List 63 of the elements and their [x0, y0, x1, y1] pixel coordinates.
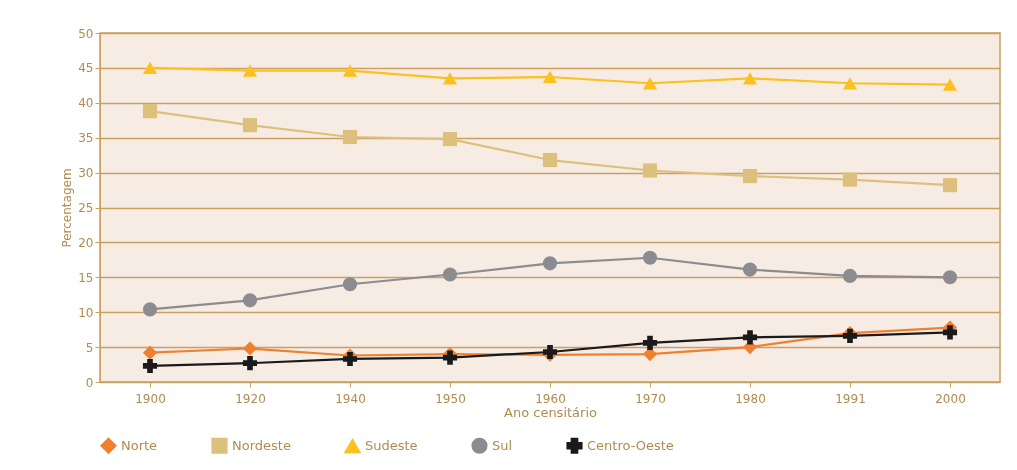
point [142, 358, 158, 374]
point [642, 335, 658, 350]
point [842, 172, 858, 187]
point [742, 262, 758, 277]
x-tick-label: 1960 [535, 391, 566, 406]
point [442, 132, 458, 147]
point [242, 341, 258, 356]
x-tick-label: 1991 [835, 391, 866, 406]
point [642, 163, 658, 178]
point [642, 250, 658, 265]
point [942, 270, 958, 285]
x-tick-label: 1980 [735, 391, 766, 406]
point [342, 277, 358, 292]
point [242, 118, 258, 133]
legend-label: Norte [121, 437, 158, 453]
point [842, 268, 858, 283]
point [542, 152, 558, 168]
y-tick-label: 35 [78, 131, 94, 146]
y-tick-label: 0 [85, 375, 94, 390]
y-tick-label: 25 [78, 201, 94, 215]
x-tick-label: 1900 [135, 391, 166, 406]
y-tick-label: 20 [78, 235, 94, 250]
point [542, 256, 558, 271]
legend-label: Centro-Oeste [587, 437, 674, 453]
y-tick-label: 15 [78, 270, 94, 285]
y-tick-label: 45 [78, 61, 94, 76]
x-tick-label: 1950 [435, 391, 466, 406]
y-tick-label: 5 [85, 340, 94, 355]
point [342, 351, 358, 367]
x-tick-label: 1970 [635, 391, 666, 406]
point [842, 77, 858, 90]
y-tick-label: 50 [78, 26, 94, 41]
point [342, 129, 358, 145]
point [242, 356, 258, 371]
point [142, 302, 158, 317]
point [742, 72, 758, 85]
point [242, 293, 258, 308]
y-tick-label: 30 [78, 166, 94, 181]
point [342, 64, 358, 77]
point [742, 169, 758, 184]
point [742, 330, 758, 345]
point [442, 72, 458, 85]
point [942, 78, 958, 91]
point [942, 178, 958, 193]
point [542, 70, 558, 84]
point [642, 77, 658, 90]
x-tick-label: 1940 [335, 391, 366, 406]
point [942, 325, 958, 340]
x-tick-label: 1920 [235, 391, 266, 406]
legend-label: Nordeste [232, 437, 291, 453]
y-tick-label: 40 [78, 96, 94, 111]
point [642, 347, 658, 362]
point [442, 267, 458, 282]
point [142, 104, 158, 119]
y-axis-title: Percentagem [60, 168, 75, 248]
point [142, 61, 158, 75]
x-tick-label: 2000 [935, 391, 966, 406]
legend-label: Sul [492, 437, 513, 453]
y-tick-label: 10 [78, 305, 94, 320]
x-axis-title: Ano censitário [504, 404, 598, 420]
point [142, 345, 158, 360]
legend-label: Sudeste [365, 438, 418, 454]
point [242, 64, 258, 77]
